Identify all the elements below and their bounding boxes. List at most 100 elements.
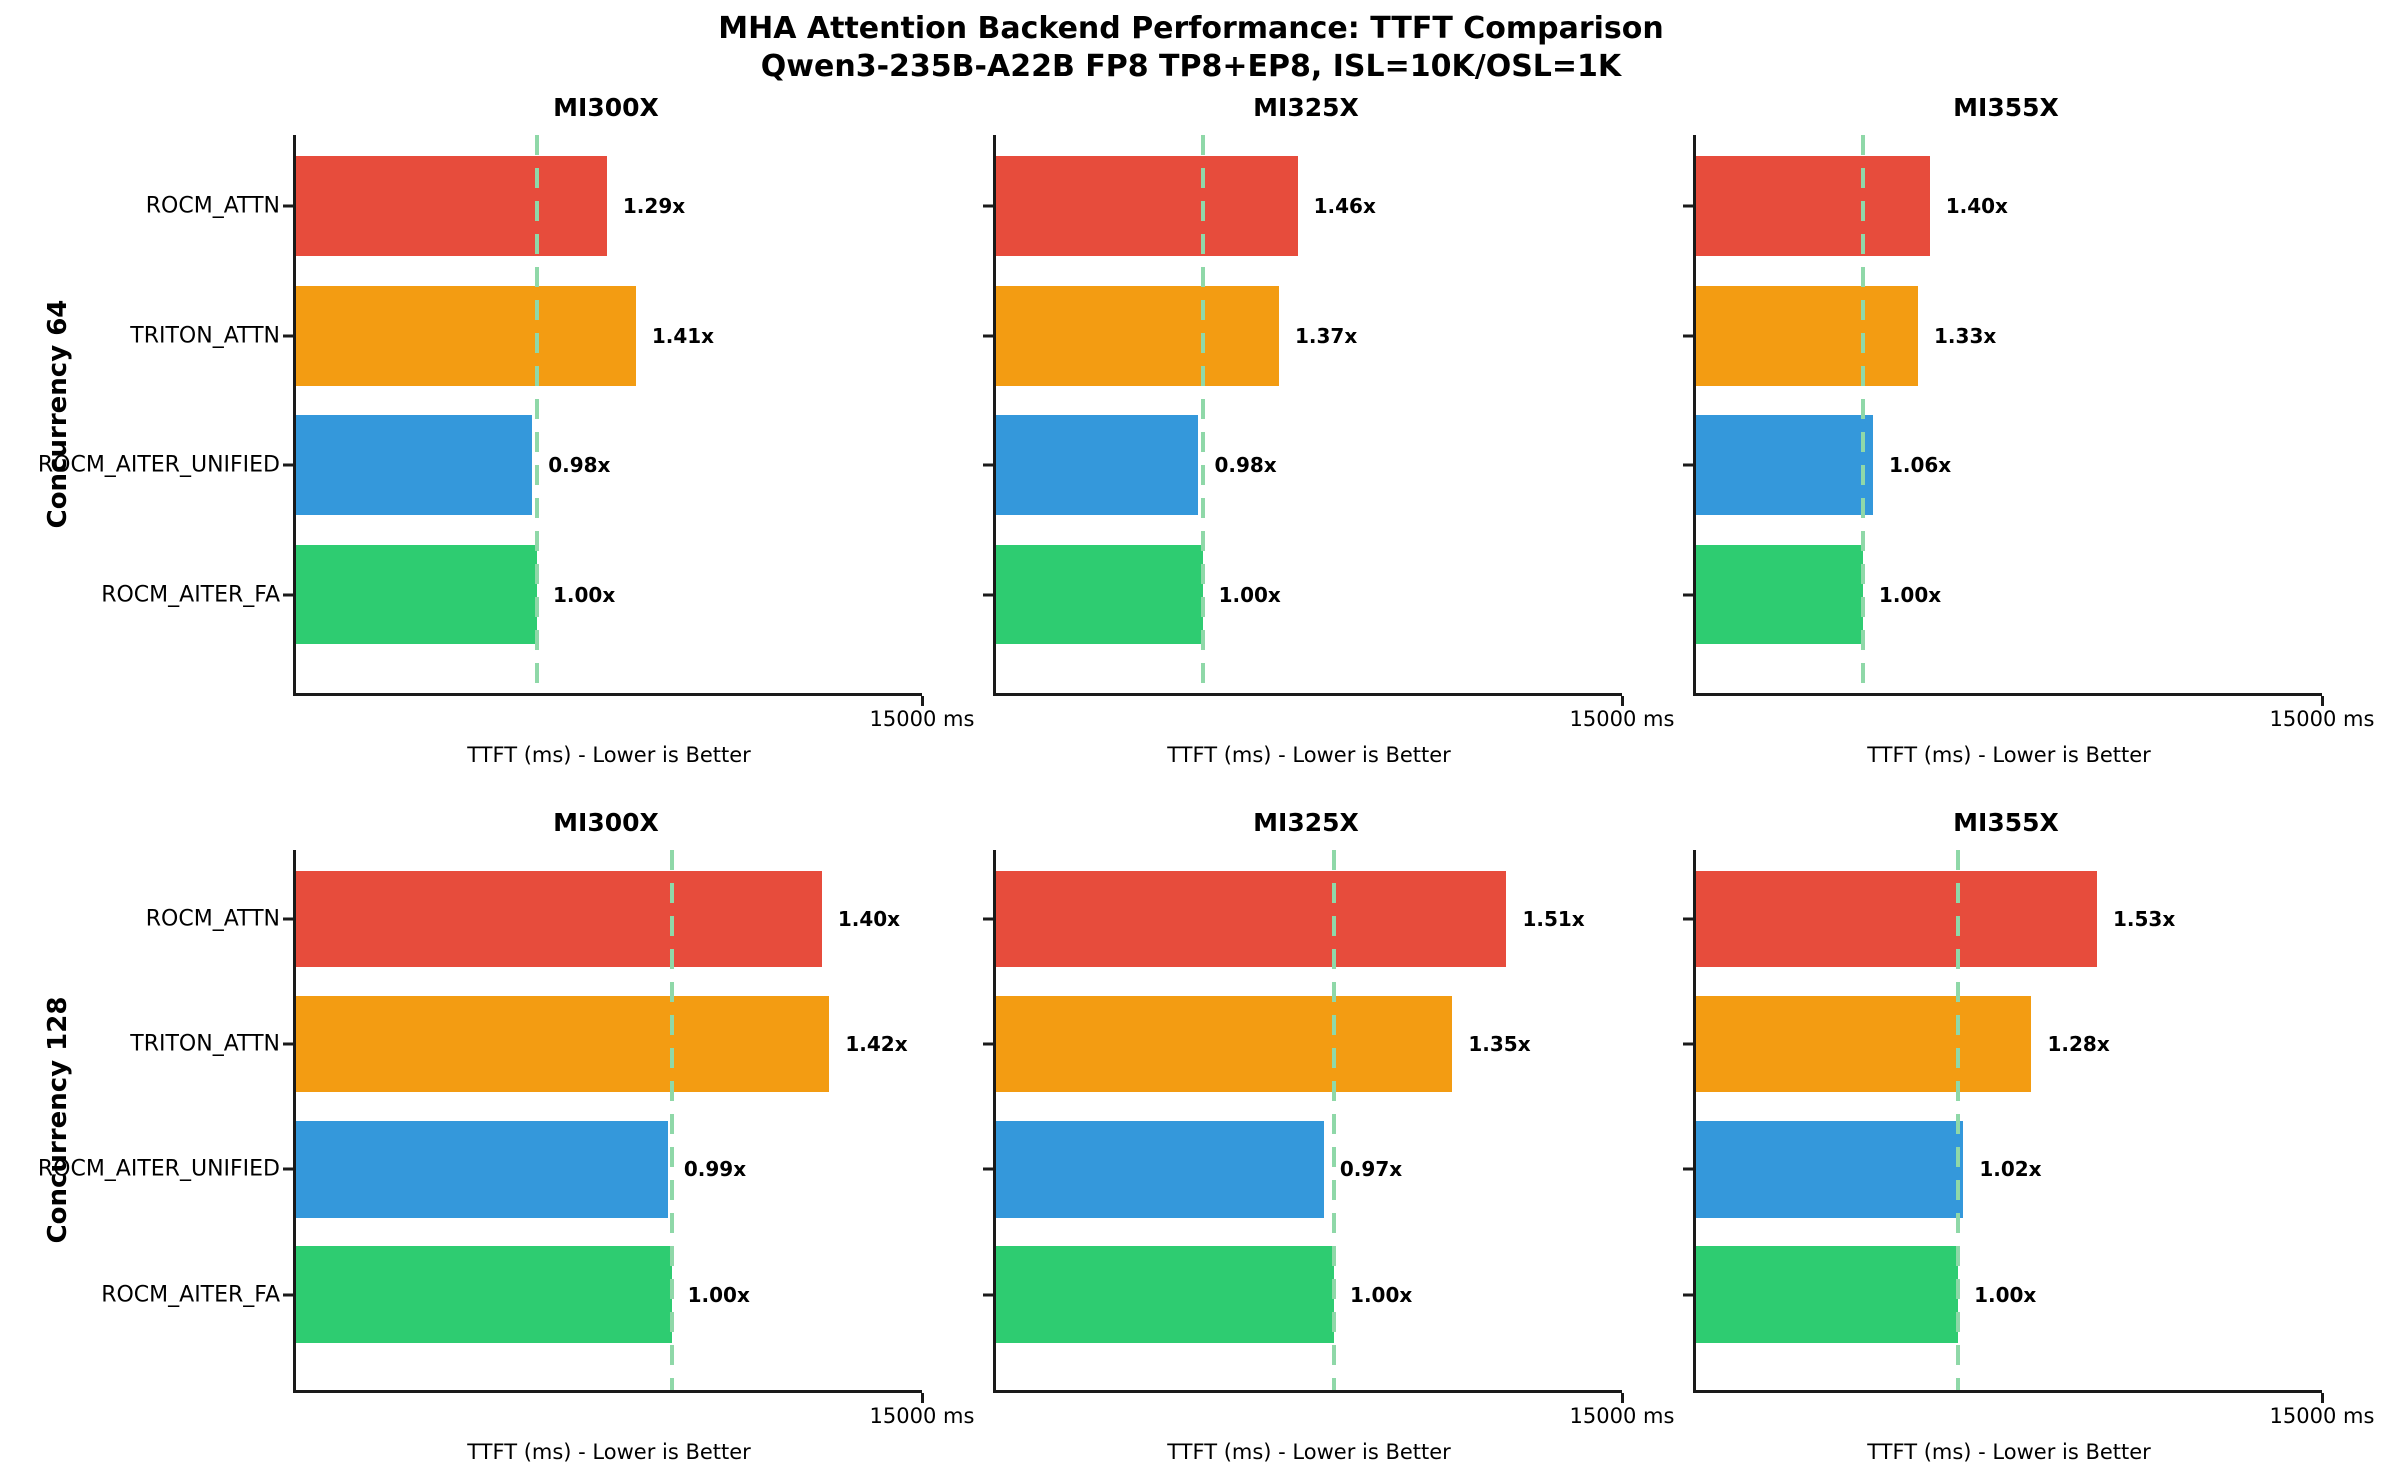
x-tick-label: 15000 ms — [869, 1404, 975, 1428]
y-tick — [283, 204, 293, 208]
x-tick-label: 15000 ms — [1569, 707, 1675, 731]
bar-value-label-rocm_aiter_unified: 0.98x — [1214, 453, 1277, 478]
panel-mi300x-concurrency-64: 1.29x ROCM_ATTN 1.41x TRITON_ATTN 0.98x ROCM_… — [38, 135, 974, 767]
bar-rocm_aiter_fa — [296, 1246, 672, 1344]
bar-rocm_attn — [1696, 156, 1930, 257]
y-tick — [1683, 1293, 1693, 1297]
bar-value-label-rocm_aiter_fa: 1.00x — [1350, 1282, 1413, 1307]
bar-rocm_attn — [996, 156, 1298, 257]
bar-rocm_attn — [1696, 870, 2097, 968]
bar-value-label-rocm_attn: 1.53x — [2112, 906, 2176, 931]
bar-triton_attn — [996, 995, 1453, 1093]
category-label-rocm_aiter_fa: ROCM_AITER_FA — [101, 1282, 280, 1308]
y-tick — [983, 1293, 993, 1297]
bar-value-label-triton_attn: 1.37x — [1295, 323, 1358, 348]
x-axis-label: TTFT (ms) - Lower is Better — [1167, 1440, 1451, 1464]
bar-rocm_attn — [296, 156, 607, 257]
bar-value-label-triton_attn: 1.42x — [845, 1032, 908, 1057]
y-tick — [283, 1167, 293, 1171]
x-axis-label: TTFT (ms) - Lower is Better — [467, 743, 751, 767]
baseline-reference-line — [535, 135, 539, 693]
bar-rocm_aiter_unified — [996, 1121, 1324, 1218]
bar-triton_attn — [296, 995, 830, 1093]
y-tick — [1683, 334, 1693, 338]
bar-value-label-rocm_attn: 1.46x — [1313, 194, 1376, 219]
bar-value-label-rocm_aiter_fa: 1.00x — [1974, 1282, 2037, 1307]
bar-rocm_aiter_fa — [996, 1246, 1335, 1344]
y-tick — [983, 1042, 993, 1046]
y-tick — [283, 593, 293, 596]
bar-value-label-rocm_aiter_fa: 1.00x — [1218, 582, 1281, 607]
x-axis-label: TTFT (ms) - Lower is Better — [1867, 743, 2151, 767]
bar-rocm_aiter_fa — [1696, 544, 1863, 645]
bar-value-label-rocm_aiter_unified: 0.97x — [1339, 1157, 1403, 1182]
panel-title-mi300x-concurrency-64: MI300X — [553, 93, 659, 122]
chart-title: MHA Attention Backend Performance: TTFT … — [718, 11, 1664, 46]
baseline-reference-line — [1860, 135, 1865, 693]
y-tick — [283, 917, 293, 921]
x-axis-label: TTFT (ms) - Lower is Better — [467, 1440, 751, 1464]
bar-value-label-rocm_aiter_fa: 1.00x — [553, 582, 616, 607]
bar-value-label-rocm_aiter_fa: 1.00x — [1878, 582, 1942, 607]
bar-triton_attn — [996, 285, 1279, 386]
bar-value-label-triton_attn: 1.28x — [2047, 1032, 2110, 1057]
y-tick — [283, 463, 293, 467]
category-label-rocm_attn: ROCM_ATTN — [145, 906, 280, 932]
x-tick-label: 15000 ms — [2269, 707, 2375, 731]
baseline-reference-line — [669, 850, 674, 1390]
x-tick — [1621, 696, 1624, 706]
bar-rocm_aiter_unified — [1696, 1121, 1964, 1218]
x-tick — [921, 696, 924, 706]
x-tick — [2321, 696, 2324, 706]
bar-value-label-rocm_attn: 1.40x — [837, 906, 901, 931]
x-tick-label: 15000 ms — [1569, 1404, 1675, 1428]
y-tick — [983, 917, 993, 921]
panel-title-mi355x-concurrency-128: MI355X — [1953, 808, 2059, 837]
bar-value-label-rocm_aiter_unified: 1.06x — [1888, 453, 1952, 478]
panel-title-mi325x-concurrency-128: MI325X — [1253, 808, 1359, 837]
y-tick — [1683, 593, 1693, 596]
panel-mi325x-concurrency-64: 1.46x 1.37x 0.98x 1.00x 15000 ms TTFT (ms) - … — [983, 135, 1674, 767]
y-tick — [983, 334, 993, 338]
bar-rocm_aiter_fa — [996, 544, 1203, 645]
y-tick — [983, 593, 993, 596]
y-tick — [1683, 917, 1693, 921]
bar-triton_attn — [1696, 995, 2032, 1093]
panel-title-mi300x-concurrency-128: MI300X — [553, 808, 659, 837]
chart-subtitle: Qwen3-235B-A22B FP8 TP8+EP8, ISL=10K/OSL… — [760, 49, 1622, 84]
y-tick — [983, 463, 993, 467]
x-tick — [2321, 1393, 2324, 1403]
y-tick — [1683, 1167, 1693, 1171]
y-tick — [1683, 1042, 1693, 1046]
panel-mi300x-concurrency-128: 1.40x ROCM_ATTN 1.42x TRITON_ATTN 0.99x ROCM_… — [38, 850, 974, 1464]
panel-title-mi355x-concurrency-64: MI355X — [1953, 93, 2059, 122]
category-label-rocm_attn: ROCM_ATTN — [145, 193, 280, 219]
category-label-rocm_aiter_unified: ROCM_AITER_UNIFIED — [37, 452, 280, 478]
panel-mi355x-concurrency-64: 1.40x 1.33x 1.06x 1.00x 15000 ms TTFT (ms) - … — [1683, 135, 2374, 767]
bar-rocm_aiter_unified — [296, 415, 533, 515]
bar-rocm_attn — [296, 870, 822, 968]
y-tick — [283, 1293, 293, 1297]
x-axis-label: TTFT (ms) - Lower is Better — [1167, 743, 1451, 767]
row-label: Concurrency 64 — [43, 299, 73, 529]
bar-value-label-rocm_attn: 1.29x — [622, 194, 686, 219]
y-tick — [983, 1167, 993, 1171]
bar-triton_attn — [296, 285, 636, 386]
panel-mi355x-concurrency-128: 1.53x 1.28x 1.02x 1.00x 15000 ms TTFT (ms) - … — [1683, 850, 2374, 1464]
bar-rocm_aiter_fa — [296, 544, 537, 645]
y-tick — [983, 204, 993, 208]
baseline-reference-line — [1332, 850, 1337, 1390]
bar-rocm_aiter_fa — [1696, 1246, 1959, 1344]
baseline-reference-line — [1200, 135, 1205, 693]
bar-rocm_aiter_unified — [1696, 415, 1873, 515]
bar-value-label-rocm_aiter_unified: 1.02x — [1979, 1157, 2042, 1182]
bar-value-label-triton_attn: 1.33x — [1934, 323, 1997, 348]
y-tick — [1683, 463, 1693, 467]
bar-value-label-rocm_aiter_fa: 1.00x — [687, 1282, 750, 1307]
bar-value-label-triton_attn: 1.41x — [651, 323, 715, 348]
bar-rocm_aiter_unified — [296, 1121, 668, 1218]
category-label-triton_attn: TRITON_ATTN — [130, 323, 280, 349]
category-label-rocm_aiter_unified: ROCM_AITER_UNIFIED — [37, 1156, 280, 1182]
baseline-reference-line — [1956, 850, 1961, 1390]
x-axis-label: TTFT (ms) - Lower is Better — [1867, 1440, 2151, 1464]
